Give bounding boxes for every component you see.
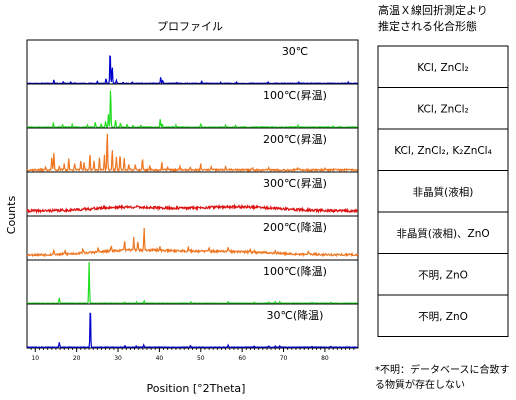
panel-1: 30℃ <box>26 39 359 85</box>
compound-text: 不明, ZnO <box>418 311 468 323</box>
compound-text: 非晶質(液相)、ZnO <box>396 227 489 240</box>
series-line <box>27 54 358 85</box>
x-tick-label: 10 <box>31 355 39 362</box>
compound-text: 不明, ZnO <box>418 269 468 281</box>
series-line <box>26 261 359 305</box>
series-line <box>26 312 358 349</box>
panel-2: 100℃(昇温) <box>26 83 359 129</box>
series-line <box>26 133 358 173</box>
x-tick-label: 80 <box>321 355 329 362</box>
side-panel-title-line2: 推定される化合形態 <box>378 19 477 33</box>
panel-6: 100℃(降温) <box>26 259 359 305</box>
x-tick-label: 60 <box>238 355 246 362</box>
panel-label: 30℃(降温) <box>267 308 324 322</box>
x-axis-label: Position [°2Theta] <box>147 382 246 395</box>
x-tick-label: 70 <box>280 355 288 362</box>
panel-label: 100℃(昇温) <box>263 89 327 102</box>
x-tick-label: 20 <box>73 355 81 362</box>
x-tick-label: 50 <box>197 355 205 362</box>
x-tick-label: 30 <box>114 355 122 362</box>
panel-label: 30℃ <box>282 45 308 58</box>
panel-4: 300℃(昇温) <box>26 171 359 217</box>
y-axis-label: Counts <box>5 196 18 235</box>
side-panel-title-line1: 高温Ｘ線回折測定より <box>378 3 488 17</box>
series-line <box>26 203 358 215</box>
footnote-line1: *不明：データベースに合致す <box>375 363 510 376</box>
compound-text: KCl, ZnCl₂ <box>417 62 469 74</box>
compound-text: 非晶質(液相) <box>413 185 474 198</box>
footnote-line2: る物質が存在しない <box>375 378 465 391</box>
panel-3: 200℃(昇温) <box>26 127 359 173</box>
panel-7: 30℃(降温) <box>26 303 359 349</box>
panel-5: 200℃(降温) <box>26 215 359 261</box>
series-line <box>26 227 359 258</box>
panel-label: 100℃(降温) <box>263 264 327 278</box>
panel-label: 300℃(昇温) <box>263 177 327 190</box>
panel-frame <box>26 39 359 85</box>
compound-text: KCl, ZnCl₂ <box>417 103 469 115</box>
x-axis-ticks: 10 20 30 40 50 60 70 80 <box>30 348 355 362</box>
compound-text: KCl, ZnCl₂, K₂ZnCl₄ <box>394 145 492 157</box>
panel-label: 200℃(昇温) <box>263 133 327 146</box>
spectra-panels: 30℃ 100℃(昇温) 200℃(昇温) 300℃(昇温) 200℃(降温) 100℃(… <box>26 39 359 349</box>
compound-rows: KCl, ZnCl₂ KCl, ZnCl₂ KCl, ZnCl₂, K₂ZnCl₄ 非… <box>377 45 509 337</box>
panel-label: 200℃(降温) <box>263 220 327 234</box>
x-tick-label: 40 <box>156 355 164 362</box>
chart-title: プロファイル <box>157 20 223 33</box>
compound-cell <box>377 294 509 337</box>
